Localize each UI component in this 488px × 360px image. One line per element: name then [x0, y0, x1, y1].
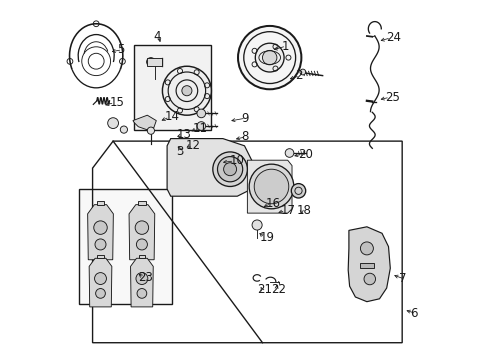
Text: 10: 10 — [229, 154, 244, 167]
Text: 20: 20 — [297, 148, 312, 161]
Circle shape — [197, 109, 205, 118]
Circle shape — [136, 273, 147, 284]
Text: 23: 23 — [138, 271, 153, 284]
Bar — [79, 189, 171, 304]
Text: 21: 21 — [257, 283, 271, 296]
Circle shape — [212, 152, 247, 186]
Text: 7: 7 — [399, 273, 406, 285]
Circle shape — [94, 273, 106, 284]
Circle shape — [95, 239, 106, 250]
Circle shape — [107, 118, 118, 129]
Bar — [133, 45, 211, 130]
Circle shape — [238, 26, 301, 89]
Bar — [147, 58, 162, 66]
Circle shape — [137, 289, 146, 298]
Circle shape — [147, 127, 154, 134]
Circle shape — [299, 69, 305, 75]
Text: 17: 17 — [280, 204, 295, 217]
Bar — [97, 201, 104, 204]
Text: 11: 11 — [192, 122, 207, 135]
Text: 1: 1 — [281, 40, 288, 53]
Circle shape — [249, 164, 293, 209]
Text: 14: 14 — [164, 111, 179, 123]
Circle shape — [94, 221, 107, 234]
Circle shape — [262, 50, 276, 65]
Polygon shape — [167, 139, 251, 196]
Text: 4: 4 — [153, 30, 161, 43]
Circle shape — [363, 273, 375, 285]
Text: 16: 16 — [265, 197, 281, 210]
Bar — [97, 255, 103, 258]
Text: 12: 12 — [185, 139, 201, 152]
Circle shape — [223, 163, 236, 176]
Circle shape — [136, 239, 147, 250]
Polygon shape — [133, 115, 156, 130]
Polygon shape — [247, 160, 291, 213]
Circle shape — [197, 122, 205, 130]
Text: 13: 13 — [177, 129, 191, 141]
Circle shape — [96, 289, 105, 298]
Polygon shape — [347, 227, 389, 302]
Circle shape — [251, 220, 262, 230]
Text: 3: 3 — [176, 145, 183, 158]
Circle shape — [162, 66, 211, 115]
Polygon shape — [130, 258, 153, 307]
Circle shape — [360, 242, 373, 255]
Text: 2: 2 — [294, 69, 302, 82]
Text: 18: 18 — [296, 204, 311, 217]
Text: 24: 24 — [385, 31, 400, 44]
Bar — [138, 201, 145, 204]
Bar — [359, 263, 373, 268]
Circle shape — [285, 149, 293, 157]
Bar — [139, 255, 145, 258]
Text: 9: 9 — [241, 112, 248, 125]
Circle shape — [217, 157, 242, 182]
Circle shape — [255, 43, 284, 72]
Text: 19: 19 — [259, 231, 274, 244]
Circle shape — [120, 126, 127, 133]
Text: 25: 25 — [384, 91, 399, 104]
Text: 15: 15 — [109, 96, 124, 109]
Text: 22: 22 — [271, 283, 286, 296]
Circle shape — [254, 169, 288, 204]
Text: 8: 8 — [241, 130, 248, 143]
Text: 5: 5 — [117, 43, 124, 56]
Polygon shape — [89, 258, 112, 307]
Circle shape — [291, 184, 305, 198]
Polygon shape — [87, 204, 113, 260]
Circle shape — [146, 58, 155, 66]
Polygon shape — [129, 204, 154, 260]
Text: 6: 6 — [409, 307, 417, 320]
Circle shape — [135, 221, 148, 234]
Circle shape — [182, 86, 192, 96]
